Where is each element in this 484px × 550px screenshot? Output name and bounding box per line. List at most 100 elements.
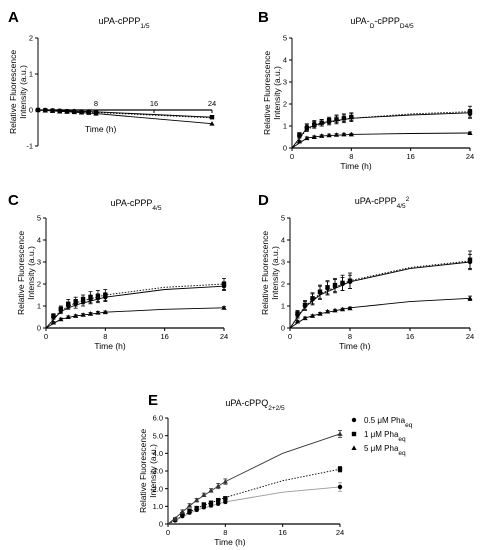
data-point <box>339 306 346 312</box>
data-point <box>317 311 323 316</box>
data-point <box>467 130 473 136</box>
data-point <box>221 305 227 310</box>
data-point <box>347 305 353 311</box>
fit-line <box>291 111 471 149</box>
data-point <box>201 492 207 497</box>
legend-subscript: eq <box>398 450 406 457</box>
title-main: uPA-cPPP <box>111 198 153 208</box>
y-tick-label: 3 <box>283 78 287 87</box>
chart-title: uPA-cPPP4/5 <box>111 198 162 212</box>
x-tick-label: 8 <box>94 99 98 108</box>
fit-line <box>167 486 341 525</box>
data-point <box>326 118 332 123</box>
data-point <box>302 315 308 321</box>
data-point <box>332 282 338 288</box>
x-tick-label: 16 <box>160 332 168 341</box>
y-tick-label: 0 <box>283 144 287 153</box>
data-point <box>312 122 317 128</box>
x-axis-label: Time (h) <box>339 341 370 351</box>
data-point <box>297 132 302 137</box>
legend-label: 5 μM Phaeq <box>364 444 406 457</box>
y-tick-label: 1 <box>29 70 33 79</box>
y-axis-label-line: Intensity (a.u.) <box>18 65 28 119</box>
x-tick-label: 8 <box>103 332 107 341</box>
data-point <box>49 108 56 113</box>
y-tick-label: 2.0 <box>153 484 163 493</box>
data-point <box>73 299 78 304</box>
y-tick-label: 1 <box>281 302 285 311</box>
title-subscript: 1/5 <box>140 23 149 30</box>
data-point <box>80 312 86 317</box>
x-tick-label: 24 <box>336 528 344 537</box>
data-point <box>50 319 57 325</box>
data-point <box>294 318 301 324</box>
x-axis-label: Time (h) <box>214 537 245 547</box>
y-tick-label: 1.0 <box>153 502 163 511</box>
data-point <box>333 132 340 137</box>
fit-line <box>289 261 471 329</box>
data-point <box>223 496 228 501</box>
title-subscript: 4/5 <box>397 203 406 210</box>
y-tick-label: 1 <box>37 302 41 311</box>
data-point <box>349 115 354 120</box>
data-point <box>332 307 338 313</box>
data-point <box>209 121 215 126</box>
y-axis-label-line: Relative Fluorescence <box>8 50 18 134</box>
series-square <box>289 250 473 329</box>
series-triangle <box>291 130 473 149</box>
y-tick-label: 2 <box>281 280 285 289</box>
x-tick-label: 8 <box>348 332 352 341</box>
data-point <box>325 285 330 290</box>
x-axis-label: Time (h) <box>340 161 371 171</box>
data-point <box>208 500 214 505</box>
legend-label: 1 μM Phaeq <box>364 430 406 443</box>
title-subscript-2: D4/5 <box>400 23 414 30</box>
x-tick-label: 0 <box>290 152 294 161</box>
y-tick-label: 5.0 <box>153 431 163 440</box>
y-axis-label-line: Intensity (a.u.) <box>148 444 158 498</box>
data-point <box>215 497 221 503</box>
x-tick-label: 0 <box>288 332 292 341</box>
y-tick-label: 6.0 <box>153 414 163 423</box>
fit-line <box>167 433 341 525</box>
y-axis-label: Relative FluorescenceIntensity (a.u.) <box>16 231 36 315</box>
data-point <box>58 307 64 312</box>
x-tick-label: 24 <box>466 332 474 341</box>
title-main: uPA- <box>350 16 369 26</box>
x-tick-label: 8 <box>349 152 353 161</box>
legend-text: 1 μM Pha <box>364 430 399 439</box>
legend-text: 0.5 μM Pha <box>364 416 406 425</box>
data-point <box>324 308 331 314</box>
data-point <box>209 115 215 120</box>
x-tick-label: 16 <box>150 99 158 108</box>
y-axis-label: Relative FluorescenceIntensity (a.u.) <box>138 429 158 513</box>
data-point <box>295 311 300 316</box>
series-triangle <box>289 295 473 329</box>
data-point <box>64 109 70 114</box>
data-point <box>341 116 347 121</box>
legend-marker <box>351 431 357 437</box>
data-point <box>334 117 339 122</box>
data-point <box>208 487 214 493</box>
data-point <box>223 499 228 505</box>
series-triangle <box>35 107 215 126</box>
y-tick-label: 4 <box>283 56 287 65</box>
data-point <box>186 502 193 508</box>
x-tick-label: 16 <box>278 528 286 537</box>
data-point <box>296 138 303 144</box>
data-point <box>71 109 77 115</box>
data-point <box>58 316 64 322</box>
title-subscript: 2+2/5 <box>268 405 285 412</box>
title-subscript: 4/5 <box>152 205 161 212</box>
data-point <box>309 313 316 318</box>
y-tick-label: 0 <box>37 324 41 333</box>
x-tick-label: 16 <box>406 332 414 341</box>
y-tick-label: 3 <box>281 258 285 267</box>
series-square <box>45 278 227 329</box>
legend-label: 0.5 μM Phaeq <box>364 416 413 429</box>
y-axis-label: Relative FluorescenceIntensity (a.u.) <box>8 50 28 134</box>
